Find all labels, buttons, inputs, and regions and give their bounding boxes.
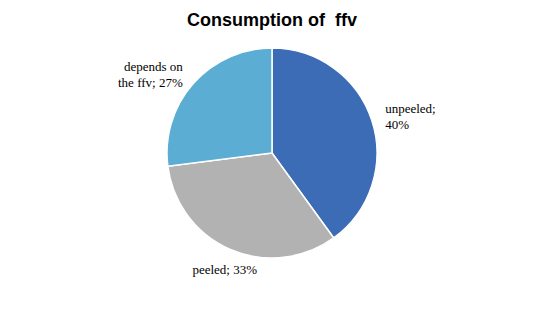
slice-label-line: the ffv; 27% bbox=[118, 75, 183, 90]
title: Consumption of ffv bbox=[187, 10, 357, 30]
slice-label-line: 40% bbox=[385, 117, 409, 132]
slice-label: peeled; 33% bbox=[192, 262, 257, 277]
pie: unpeeled;40% peeled; 33% depends onthe ffv… bbox=[118, 48, 436, 277]
slice-label: unpeeled;40% bbox=[385, 101, 436, 132]
pie-slice bbox=[167, 48, 272, 166]
slice-label: depends onthe ffv; 27% bbox=[118, 59, 183, 90]
pie-slice bbox=[168, 153, 334, 258]
chart: Consumption of ffv unpeeled;40% peeled; 33… bbox=[0, 0, 544, 326]
slice-label-line: unpeeled; bbox=[385, 101, 436, 116]
slice-label-line: peeled; 33% bbox=[192, 262, 257, 277]
slice-label-line: depends on bbox=[124, 59, 183, 74]
